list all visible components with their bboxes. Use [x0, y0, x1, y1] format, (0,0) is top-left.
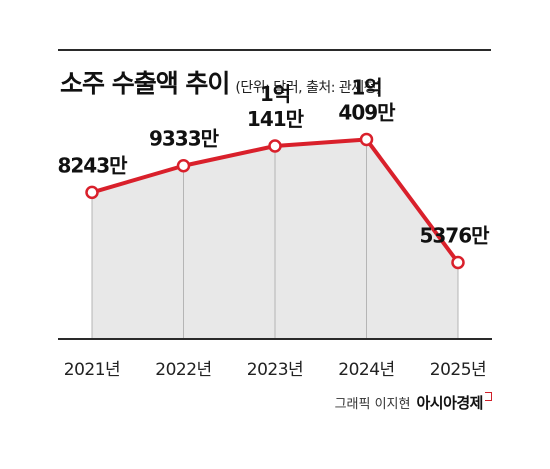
- x-tick-label: 2021년: [64, 360, 120, 380]
- data-point: [85, 185, 99, 200]
- brand-logo: 아시아경제: [416, 394, 483, 412]
- brand-mark-icon: [485, 392, 492, 401]
- chart-title: 소주 수출액 추이: [60, 69, 230, 98]
- credit: 그래픽 이지현 아시아경제: [335, 392, 492, 413]
- unit-note: (단위: 달러, 출처: 관세청): [235, 80, 381, 96]
- data-label: 1억: [260, 82, 290, 106]
- data-point: [451, 255, 465, 270]
- x-tick-label: 2022년: [155, 360, 211, 380]
- x-tick-label: 2023년: [247, 360, 303, 380]
- x-tick-label: 2024년: [338, 360, 394, 380]
- data-label: 141만: [247, 107, 305, 131]
- data-point: [176, 158, 191, 173]
- x-tick-label: 2025년: [430, 360, 486, 380]
- data-label: 8243만: [57, 153, 128, 177]
- graphic-byline: 그래픽 이지현: [334, 397, 411, 412]
- data-point: [268, 139, 282, 153]
- data-point: [359, 132, 374, 147]
- data-label: 1억: [351, 75, 381, 99]
- data-label: 409만: [338, 100, 396, 124]
- top-rule: [58, 49, 491, 51]
- data-label: 9333만: [149, 127, 220, 151]
- title-row: 소주 수출액 추이 (단위: 달러, 출처: 관세청): [60, 64, 381, 100]
- data-label: 5376만: [419, 223, 490, 247]
